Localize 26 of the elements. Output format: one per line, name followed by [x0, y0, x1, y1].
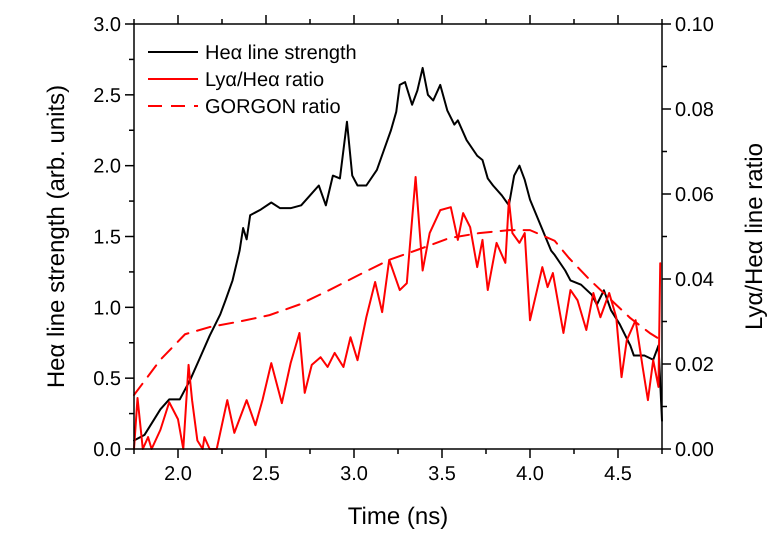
y-axis-title: Heα line strength (arb. units) [43, 84, 70, 388]
y-tick-label: 2.0 [93, 156, 121, 178]
y2-tick-label: 0.10 [675, 14, 714, 36]
x-tick-label: 2.0 [164, 463, 192, 485]
y2-tick-label: 0.06 [675, 184, 714, 206]
y2-tick-label: 0.04 [675, 269, 714, 291]
y-tick-label: 3.0 [93, 14, 121, 36]
y2-axis-title: Lyα/Heα line ratio [741, 143, 768, 330]
line-series [133, 176, 662, 450]
x-axis-title: Time (ns) [348, 503, 448, 530]
y-tick-label: 0.0 [93, 439, 121, 461]
x-tick-label: 4.5 [604, 463, 632, 485]
x-tick-label: 2.5 [252, 463, 280, 485]
x-tick-label: 3.0 [340, 463, 368, 485]
y2-tick-label: 0.08 [675, 99, 714, 121]
legend-label: GORGON ratio [205, 96, 341, 118]
legend-label: Heα line strength [205, 42, 357, 64]
y-tick-label: 0.5 [93, 368, 121, 390]
x-tick-label: 4.0 [516, 463, 544, 485]
y2-tick-label: 0.00 [675, 439, 714, 461]
y-tick-label: 2.5 [93, 84, 121, 107]
x-tick-label: 3.5 [428, 463, 456, 485]
y-tick-label: 1.0 [93, 297, 121, 320]
legend-label: Lyα/Heα ratio [205, 69, 324, 91]
y2-tick-label: 0.02 [675, 354, 714, 376]
y-tick-label: 1.5 [93, 226, 121, 248]
